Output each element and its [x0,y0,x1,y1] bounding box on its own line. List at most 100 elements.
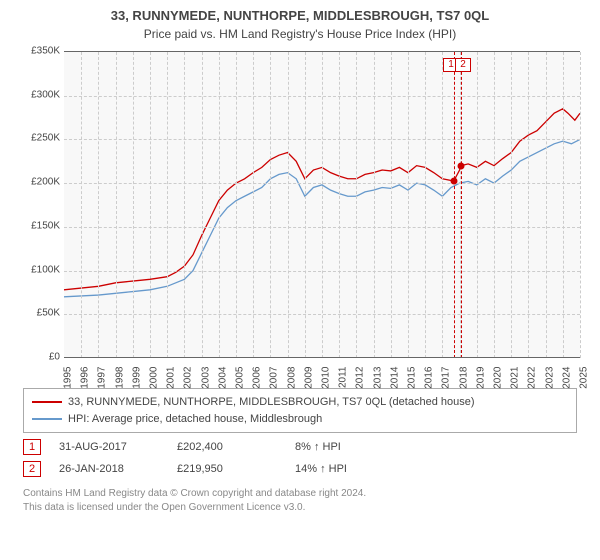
sale-badge: 1 [23,439,41,455]
gridline-v [511,52,512,358]
x-tick-label: 2025 [579,367,590,389]
x-tick-label: 1998 [114,367,125,389]
gridline-v [116,52,117,358]
marker-badge-2: 2 [455,58,471,72]
gridline-v [305,52,306,358]
x-tick-label: 2004 [217,367,228,389]
footer-line1: Contains HM Land Registry data © Crown c… [23,487,577,501]
y-tick-label: £250K [20,133,60,144]
x-tick-label: 2015 [407,367,418,389]
marker-dot-2 [457,162,464,169]
footer-line2: This data is licensed under the Open Gov… [23,501,577,515]
gridline-v [477,52,478,358]
y-tick-label: £50K [20,308,60,319]
gridline-v [167,52,168,358]
x-tick-label: 2022 [527,367,538,389]
x-tick-label: 2005 [235,367,246,389]
marker-line-1 [454,52,455,358]
gridline-v [270,52,271,358]
x-tick-label: 2010 [321,367,332,389]
sale-date: 26-JAN-2018 [59,463,159,475]
x-tick-label: 1997 [97,367,108,389]
marker-dot-1 [450,178,457,185]
x-tick-label: 2009 [303,367,314,389]
x-axis-line [64,357,580,358]
gridline-v [202,52,203,358]
x-tick-label: 1999 [131,367,142,389]
gridline-v [391,52,392,358]
x-tick-label: 2024 [561,367,572,389]
x-tick-label: 2018 [458,367,469,389]
x-tick-label: 2021 [510,367,521,389]
y-tick-label: £200K [20,177,60,188]
legend-swatch [32,401,62,403]
plot-wrap: 12 £0£50K£100K£150K£200K£250K£300K£350K1… [20,47,580,382]
chart-title: 33, RUNNYMEDE, NUNTHORPE, MIDDLESBROUGH,… [0,0,600,23]
sale-delta: 8% HPI [295,441,395,453]
gridline-v [494,52,495,358]
gridline-v [133,52,134,358]
plot-area: 12 [64,51,580,358]
gridline-v [150,52,151,358]
y-tick-label: £100K [20,264,60,275]
gridline-v [219,52,220,358]
sale-row: 2 26-JAN-2018 £219,950 14% HPI [23,461,577,477]
x-tick-label: 2011 [338,367,349,389]
y-tick-label: £350K [20,46,60,57]
gridline-v [81,52,82,358]
chart-subtitle: Price paid vs. HM Land Registry's House … [0,23,600,47]
x-tick-label: 2000 [149,367,160,389]
x-tick-label: 2001 [166,367,177,389]
x-tick-label: 2014 [389,367,400,389]
marker-line-2 [461,52,462,358]
gridline-v [563,52,564,358]
sale-badge: 2 [23,461,41,477]
gridline-v [184,52,185,358]
gridline-v [528,52,529,358]
gridline-v [356,52,357,358]
gridline-v [408,52,409,358]
sale-price: £219,950 [177,463,277,475]
x-tick-label: 1996 [80,367,91,389]
legend-row: 33, RUNNYMEDE, NUNTHORPE, MIDDLESBROUGH,… [32,394,568,411]
gridline-v [98,52,99,358]
gridline-v [580,52,581,358]
x-tick-label: 2013 [372,367,383,389]
sale-delta: 14% HPI [295,463,395,475]
gridline-v [322,52,323,358]
x-tick-label: 2003 [200,367,211,389]
gridline-v [253,52,254,358]
y-tick-label: £0 [20,352,60,363]
gridline-v [339,52,340,358]
x-tick-label: 2023 [544,367,555,389]
footer: Contains HM Land Registry data © Crown c… [23,487,577,514]
gridline-v [288,52,289,358]
gridline-v [546,52,547,358]
x-tick-label: 1995 [63,367,74,389]
legend-row: HPI: Average price, detached house, Midd… [32,411,568,428]
x-tick-label: 2016 [424,367,435,389]
chart-container: 33, RUNNYMEDE, NUNTHORPE, MIDDLESBROUGH,… [0,0,600,560]
x-tick-label: 2008 [286,367,297,389]
x-tick-label: 2019 [475,367,486,389]
y-tick-label: £300K [20,89,60,100]
sales-table: 1 31-AUG-2017 £202,400 8% HPI 2 26-JAN-2018 £2… [0,439,600,477]
legend-label: 33, RUNNYMEDE, NUNTHORPE, MIDDLESBROUGH,… [68,394,475,411]
gridline-v [425,52,426,358]
legend: 33, RUNNYMEDE, NUNTHORPE, MIDDLESBROUGH,… [23,388,577,433]
x-tick-label: 2017 [441,367,452,389]
x-tick-label: 2012 [355,367,366,389]
gridline-v [374,52,375,358]
sale-date: 31-AUG-2017 [59,441,159,453]
sale-row: 1 31-AUG-2017 £202,400 8% HPI [23,439,577,455]
gridline-v [442,52,443,358]
legend-label: HPI: Average price, detached house, Midd… [68,411,322,428]
y-tick-label: £150K [20,220,60,231]
x-tick-label: 2007 [269,367,280,389]
x-tick-label: 2006 [252,367,263,389]
sale-price: £202,400 [177,441,277,453]
x-tick-label: 2020 [493,367,504,389]
gridline-v [236,52,237,358]
x-tick-label: 2002 [183,367,194,389]
legend-swatch [32,418,62,420]
